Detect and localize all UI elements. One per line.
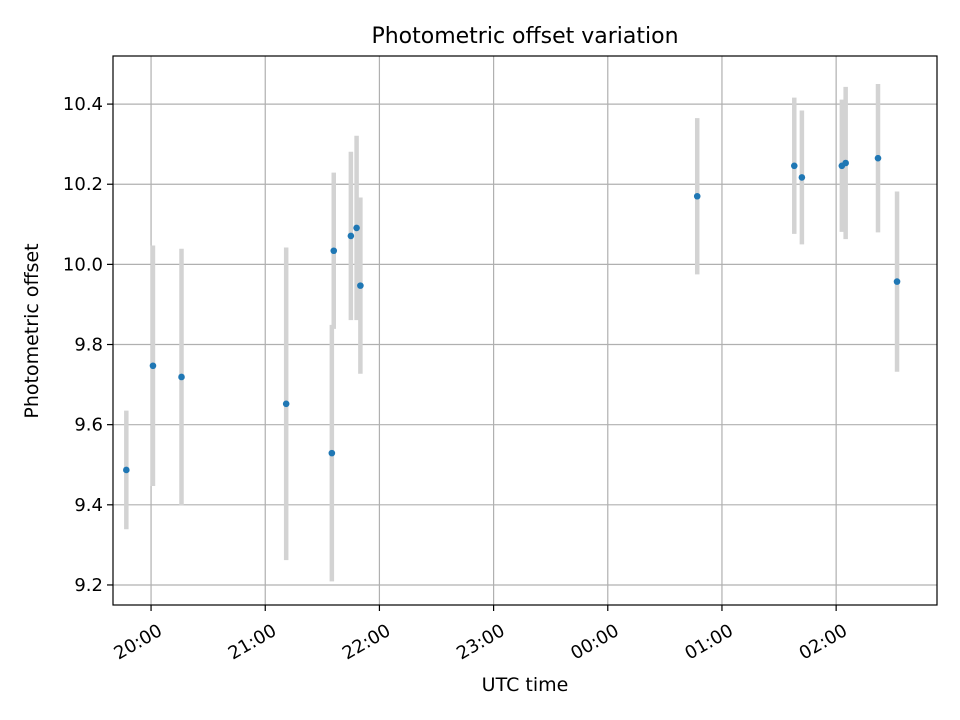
- data-point: [282, 400, 290, 408]
- y-axis: 9.2 9.4 9.6 9.8 10.0 10.2 10.4: [63, 94, 113, 596]
- data-point: [347, 232, 355, 240]
- y-tick-label: 9.8: [74, 335, 103, 356]
- y-tick-label: 9.4: [74, 495, 103, 516]
- data-point: [893, 278, 901, 285]
- data-point: [123, 466, 130, 474]
- y-tick-label: 10.2: [63, 174, 103, 195]
- data-point: [149, 362, 157, 370]
- data-point: [842, 159, 849, 167]
- y-tick-label: 10.4: [63, 94, 103, 115]
- y-tick-label: 9.6: [74, 415, 103, 436]
- chart-title: Photometric offset variation: [371, 24, 678, 49]
- point-layer: [123, 154, 901, 474]
- data-point: [798, 174, 806, 181]
- data-point: [330, 247, 338, 255]
- y-tick-label: 10.0: [63, 254, 103, 275]
- data-point: [790, 162, 798, 170]
- y-tick-label: 9.2: [74, 575, 103, 596]
- data-point: [357, 282, 364, 289]
- data-point: [353, 224, 360, 232]
- x-axis-label: UTC time: [482, 674, 569, 696]
- plot-area-frame: [112, 55, 938, 606]
- data-point: [693, 192, 701, 200]
- data-point: [328, 449, 336, 457]
- y-axis-label: Photometric offset: [21, 243, 43, 418]
- data-point: [874, 154, 882, 162]
- data-point: [178, 373, 185, 381]
